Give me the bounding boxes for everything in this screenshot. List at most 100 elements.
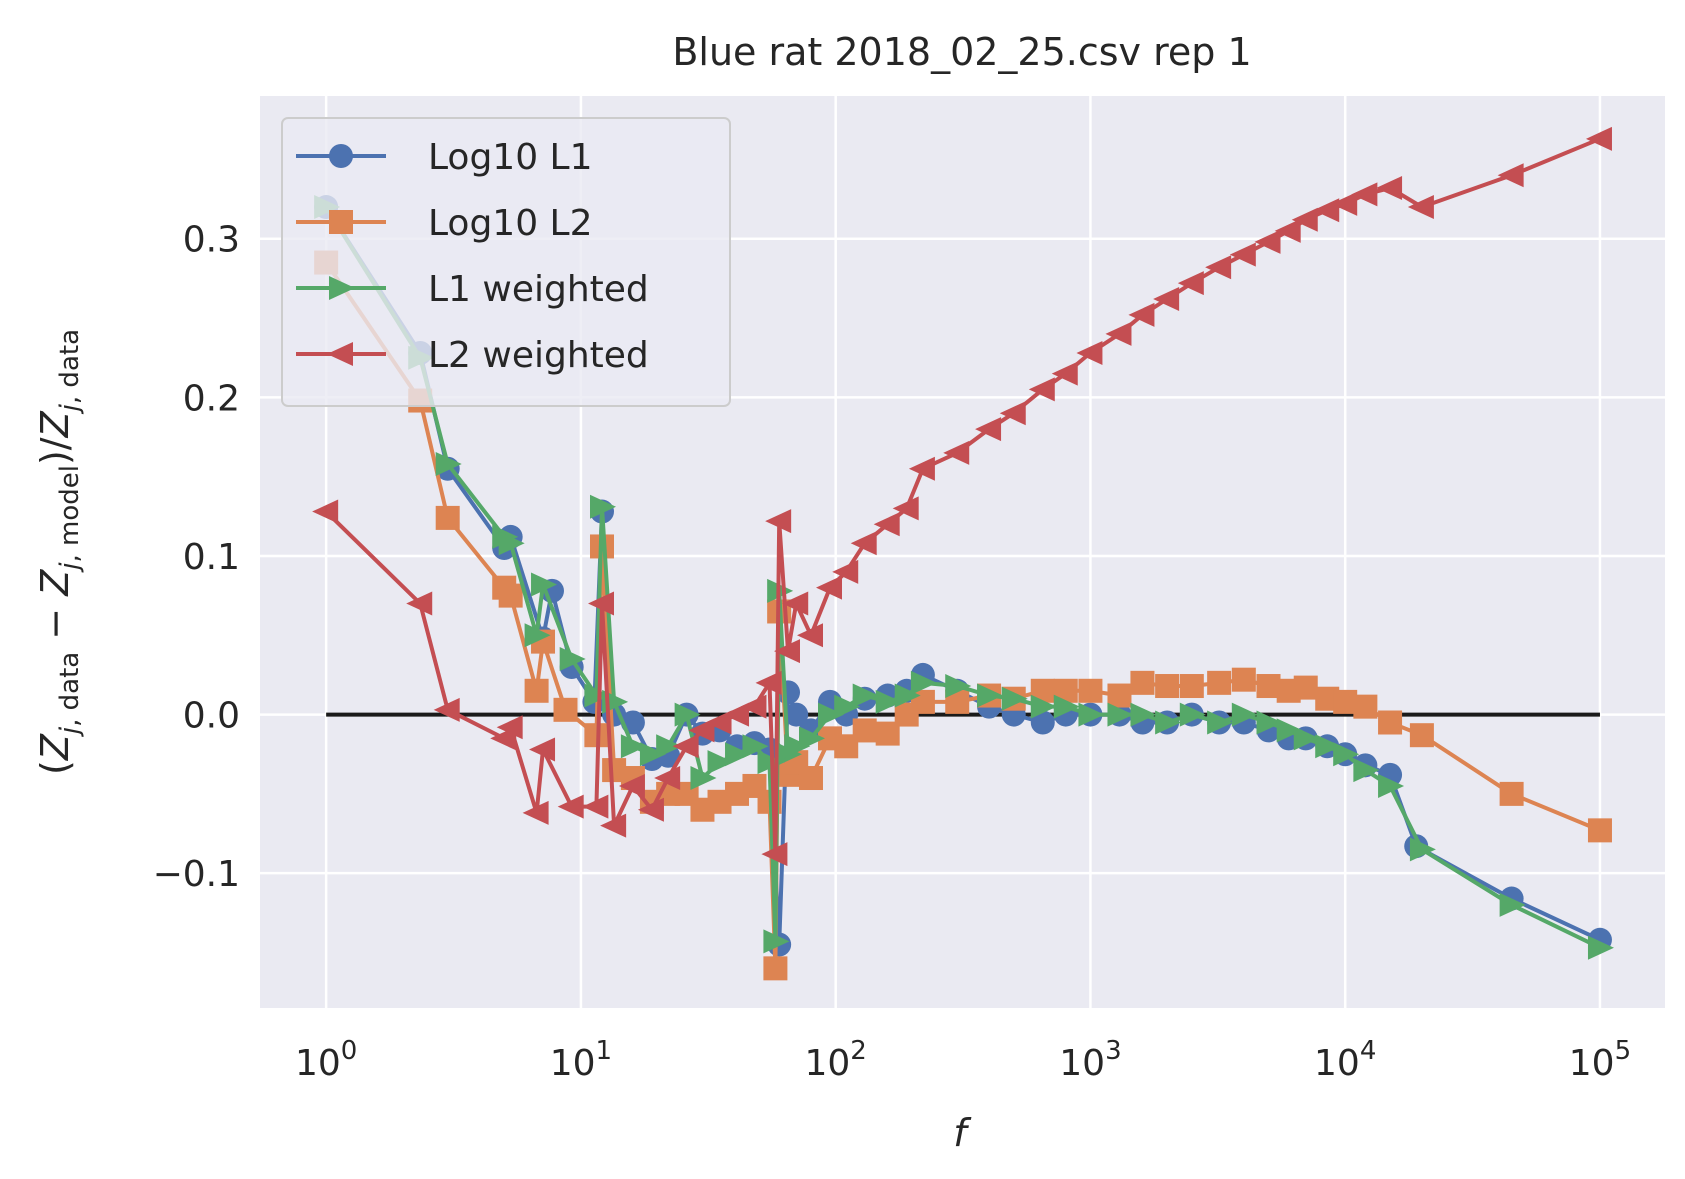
series-2-point-29 <box>894 683 921 708</box>
series-3-point-21 <box>765 509 792 534</box>
series-3-point-26 <box>832 559 859 584</box>
series-3-point-42 <box>1229 242 1256 267</box>
series-2-point-31 <box>945 674 972 699</box>
series-3-point-0 <box>312 499 339 524</box>
series-3-point-12 <box>637 797 664 822</box>
series-3-point-2 <box>433 697 460 722</box>
series-2-point-34 <box>1030 694 1057 719</box>
series-3-point-10 <box>600 813 627 838</box>
series-2-point-25 <box>817 702 844 727</box>
series-3 <box>312 126 1612 867</box>
legend-marker-2 <box>329 276 355 300</box>
series-0-point-22 <box>784 702 809 727</box>
series-2-point-32 <box>977 683 1004 708</box>
series-2-point-7 <box>559 647 586 672</box>
series-2-point-15 <box>690 766 717 791</box>
series-2-point-42 <box>1231 702 1258 727</box>
series-3-point-24 <box>796 623 823 648</box>
series-3-point-31 <box>943 440 970 465</box>
series-2-point-36 <box>1078 702 1105 727</box>
series-1-point-24 <box>798 766 823 791</box>
series-1-point-39 <box>1155 674 1180 699</box>
series-1-point-36 <box>1078 678 1103 703</box>
series-3-point-27 <box>850 531 877 556</box>
x-tick-label-5: 105 <box>1569 1036 1631 1084</box>
series-3-point-34 <box>1028 377 1055 402</box>
series-2-point-14 <box>674 702 701 727</box>
series-3-point-1 <box>406 591 433 616</box>
series-3-point-9 <box>588 591 615 616</box>
series-3-point-19 <box>755 670 782 695</box>
series-3-point-4 <box>496 715 523 740</box>
series-1-point-40 <box>1179 674 1204 699</box>
series-3-point-35 <box>1051 361 1078 386</box>
series-1-point-43 <box>1256 674 1281 699</box>
series-1-point-2 <box>435 505 460 530</box>
series-3-point-14 <box>672 734 699 759</box>
series-3-point-5 <box>522 800 549 825</box>
series-3-point-33 <box>999 401 1026 426</box>
series-1-point-41 <box>1207 670 1232 695</box>
series-2-point-4 <box>498 531 525 556</box>
series-2-point-9 <box>590 494 617 519</box>
series-2-point-51 <box>1499 892 1526 917</box>
series-2-point-41 <box>1207 710 1234 735</box>
series-2-point-39 <box>1155 710 1182 735</box>
series-3-point-17 <box>723 702 750 727</box>
series-2-point-33 <box>1001 686 1028 711</box>
series-2-point-45 <box>1293 726 1320 751</box>
series-1-point-42 <box>1231 667 1256 692</box>
series-0-point-33 <box>1030 710 1055 735</box>
series-3-point-40 <box>1177 271 1204 296</box>
series-2-point-6 <box>531 572 558 597</box>
series-2-point-44 <box>1276 718 1303 743</box>
series-2-point-43 <box>1256 710 1283 735</box>
series-3-point-13 <box>654 766 681 791</box>
y-tick-label-3: 0.2 <box>183 378 240 419</box>
series-1-point-50 <box>1409 723 1434 748</box>
series-2-point-26 <box>834 694 861 719</box>
series-3-point-47 <box>1331 191 1358 216</box>
series-3-point-49 <box>1376 175 1403 200</box>
y-tick-label-0: −0.1 <box>153 854 240 895</box>
series-3-point-22 <box>774 639 801 664</box>
series-2-point-35 <box>1053 694 1080 719</box>
x-tick-label-4: 104 <box>1314 1036 1376 1084</box>
series-1-point-47 <box>1333 689 1358 714</box>
series-3-point-45 <box>1291 207 1318 232</box>
x-tick-label-1: 101 <box>550 1036 612 1084</box>
series-3-point-36 <box>1076 340 1103 365</box>
series-2-point-30 <box>910 670 937 695</box>
series-1-point-4 <box>498 583 523 608</box>
series-2-point-28 <box>875 689 902 714</box>
series-3-point-52 <box>1585 126 1612 151</box>
y-tick-label-4: 0.3 <box>183 220 240 261</box>
series-3-point-38 <box>1128 302 1155 327</box>
series-2-point-49 <box>1378 773 1405 798</box>
series-3-point-29 <box>892 496 919 521</box>
series-3-point-15 <box>688 718 715 743</box>
series-2-point-18 <box>742 734 769 759</box>
legend-label-1: Log10 L2 <box>428 203 593 244</box>
series-1-point-45 <box>1293 675 1318 700</box>
series-2-point-11 <box>620 734 647 759</box>
series-2-point-16 <box>707 750 734 775</box>
y-axis-label: (Zj, data − Zj, model)/Zj, data <box>33 329 85 775</box>
x-tick-label-0: 100 <box>295 1036 357 1084</box>
series-1-point-52 <box>1587 818 1612 843</box>
legend: Log10 L1 Log10 L2 L1 weighted L2 weighted <box>281 117 731 407</box>
series-3-point-37 <box>1105 321 1132 346</box>
series-1-point-7 <box>553 697 578 722</box>
series-1-point-48 <box>1353 694 1378 719</box>
series-3-point-32 <box>975 417 1002 442</box>
series-1-point-37 <box>1107 683 1132 708</box>
y-axis-ticks: −0.1 0.0 0.1 0.2 0.3 <box>153 220 240 895</box>
series-3-point-43 <box>1254 229 1281 254</box>
series-3-point-7 <box>557 794 584 819</box>
series-3-point-41 <box>1205 255 1232 280</box>
series-2-point-46 <box>1315 734 1342 759</box>
series-3-point-39 <box>1153 287 1180 312</box>
series-3-point-16 <box>705 710 732 735</box>
series-2-point-23 <box>784 734 811 759</box>
